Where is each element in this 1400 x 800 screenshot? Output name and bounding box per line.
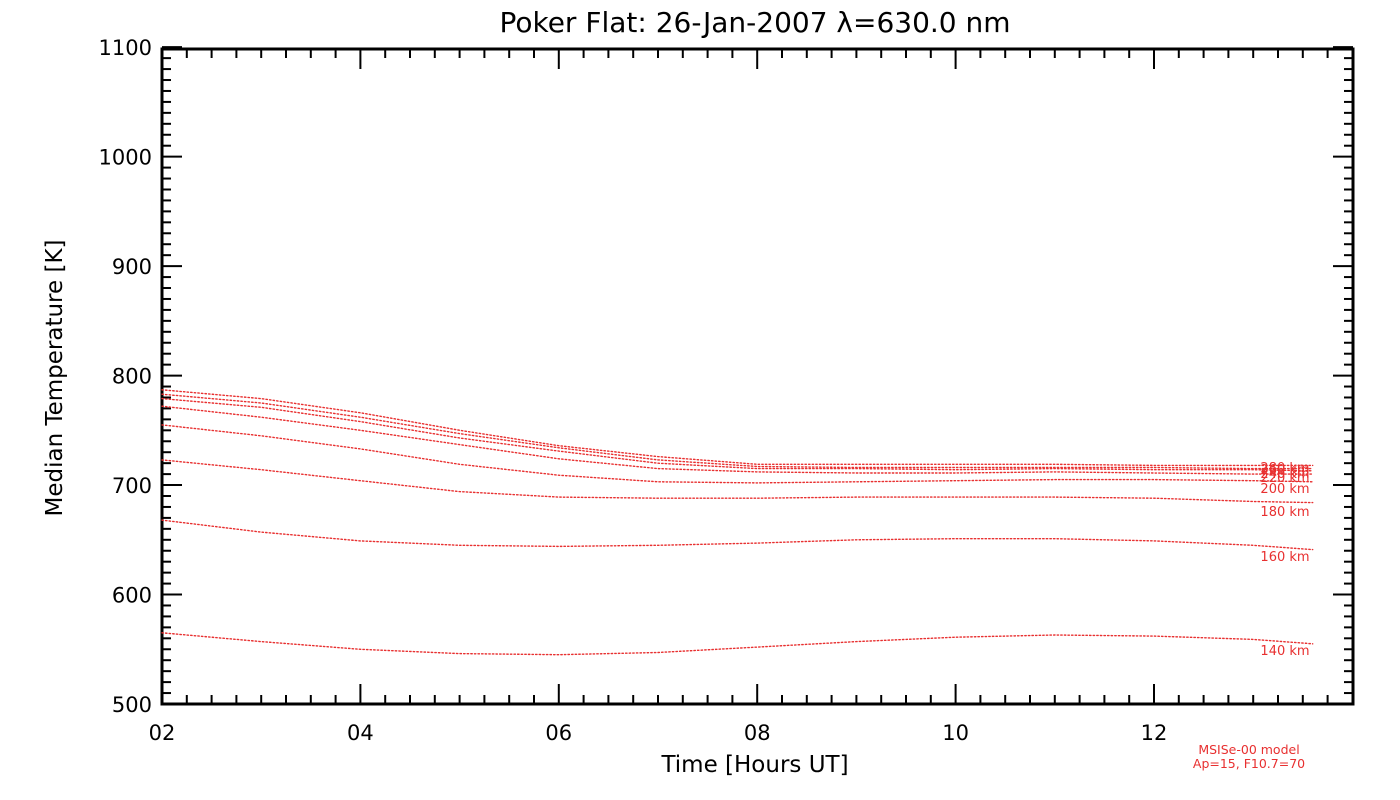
series-label-260-km: 260 km [1260, 463, 1309, 478]
series-label-240-km: 240 km [1260, 467, 1309, 482]
series-label-140-km: 140 km [1260, 644, 1309, 659]
series-line-160-km [161, 519, 1314, 551]
series-line-200-km [161, 424, 1314, 484]
x-tick-label: 04 [347, 721, 374, 745]
x-tick-label: 10 [942, 721, 969, 745]
y-tick-label: 700 [112, 474, 152, 498]
y-tick-label: 1000 [99, 146, 152, 170]
series-line-280-km [161, 389, 1314, 467]
series-label-180-km: 180 km [1260, 505, 1309, 520]
y-tick-label: 900 [112, 255, 152, 279]
series-label-280-km: 280 km [1260, 461, 1309, 476]
chart-title: Poker Flat: 26-Jan-2007 λ=630.0 nm [499, 6, 1010, 39]
series-label-200-km: 200 km [1260, 482, 1309, 497]
parameters-note: Ap=15, F10.7=70 [1193, 756, 1305, 771]
y-axis-label: Median Temperature [K] [42, 240, 68, 517]
x-axis-label: Time [Hours UT] [660, 752, 848, 778]
y-tick-label: 500 [112, 693, 152, 717]
series-line-180-km [161, 459, 1314, 504]
x-tick-label: 06 [545, 721, 572, 745]
tick-labels: 500 600 700 800 900 1000 1100 02 04 06 08 10 12 [99, 36, 1168, 745]
y-tick-label: 600 [112, 584, 152, 608]
axis-ticks [161, 46, 1353, 705]
y-tick-label: 1100 [99, 36, 152, 60]
x-tick-label: 02 [149, 721, 176, 745]
series-line-140-km [161, 632, 1314, 656]
x-tick-label: 12 [1141, 721, 1168, 745]
x-tick-label: 08 [744, 721, 771, 745]
series-lines [161, 389, 1314, 656]
series-line-220-km [161, 405, 1314, 475]
series-label-160-km: 160 km [1260, 550, 1309, 565]
series-line-240-km [161, 397, 1314, 472]
series-line-260-km [161, 393, 1314, 470]
plot-frame [160, 47, 1355, 706]
model-note: MSISe-00 model [1198, 742, 1299, 757]
series-label-220-km: 220 km [1260, 471, 1309, 486]
y-tick-label: 800 [112, 365, 152, 389]
